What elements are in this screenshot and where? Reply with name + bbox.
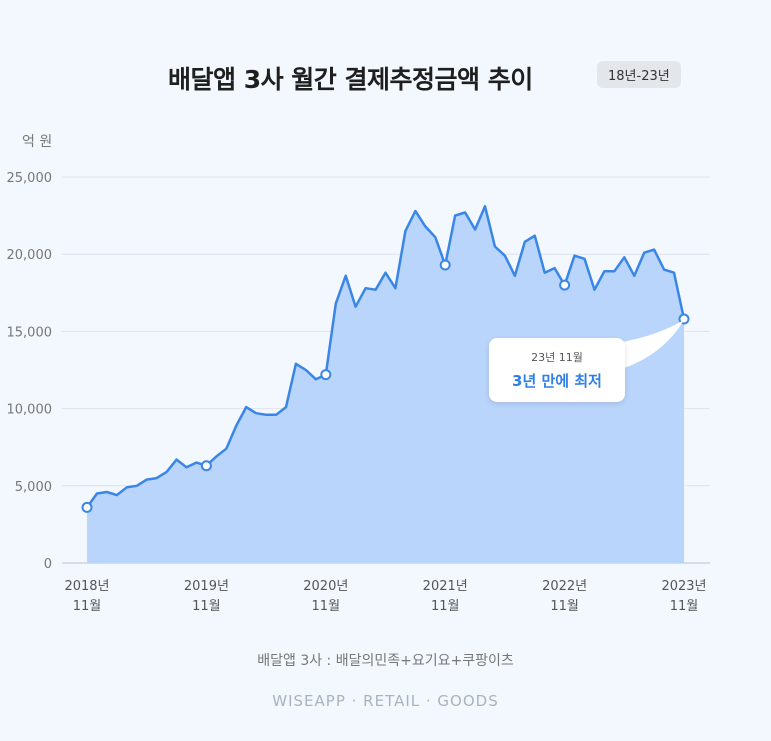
brand-watermark: WISEAPP · RETAIL · GOODS: [272, 692, 499, 710]
period-badge: 18년-23년: [597, 61, 681, 88]
x-tick-year: 2020년: [303, 579, 348, 594]
x-tick-month: 11월: [431, 599, 460, 614]
y-tick-label: 10,000: [7, 403, 53, 418]
x-tick-month: 11월: [550, 599, 579, 614]
data-point-marker: [559, 279, 571, 291]
x-tick-labels: 2018년 11월 2019년 11월 2020년 11월 2021년 11월 2022년 11월…: [64, 579, 706, 614]
area-layer: [87, 206, 684, 564]
footnote: 배달앱 3사 : 배달의민족+요기요+쿠팡이츠: [257, 653, 514, 669]
data-point-marker: [81, 501, 93, 513]
data-point-marker: [320, 369, 332, 381]
data-point-marker: [200, 460, 212, 472]
x-tick-year: 2023년: [661, 579, 706, 594]
x-tick-year: 2019년: [184, 579, 229, 594]
x-tick-month: 11월: [312, 599, 341, 614]
y-tick-label: 25,000: [7, 171, 53, 186]
y-tick-label: 20,000: [7, 248, 53, 263]
x-tick-month: 11월: [73, 599, 102, 614]
chart-title: 배달앱 3사 월간 결제추정금액 추이: [168, 65, 533, 94]
series-line: [85, 205, 686, 509]
x-tick-year: 2021년: [423, 579, 468, 594]
line-layer: [85, 205, 686, 509]
callout-date: 23년 11월: [531, 351, 583, 364]
series-area: [87, 206, 684, 564]
x-tick-year: 2018년: [64, 579, 109, 594]
x-tick-month: 11월: [192, 599, 221, 614]
y-axis-unit: 억 원: [22, 134, 53, 150]
callout-text: 3년 만에 최저: [512, 372, 602, 390]
y-tick-label: 0: [44, 557, 52, 572]
data-point-marker: [439, 259, 451, 271]
y-tick-labels: 0 5,000 10,000 15,000 20,000 25,000: [7, 171, 53, 572]
y-tick-label: 5,000: [15, 480, 52, 495]
x-tick-year: 2022년: [542, 579, 587, 594]
min-callout: 23년 11월 3년 만에 최저: [489, 338, 625, 402]
y-tick-label: 15,000: [7, 325, 53, 340]
x-tick-month: 11월: [670, 599, 699, 614]
